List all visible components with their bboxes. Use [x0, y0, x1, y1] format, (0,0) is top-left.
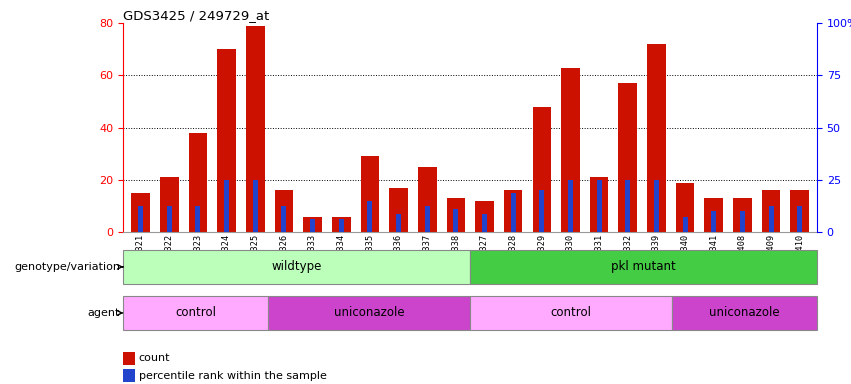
Text: control: control: [551, 306, 591, 319]
Bar: [268, 296, 470, 330]
Bar: [123, 250, 470, 284]
Text: uniconazole: uniconazole: [334, 306, 404, 319]
Bar: [672, 296, 817, 330]
Bar: [303, 217, 322, 232]
Bar: [253, 180, 258, 232]
Bar: [740, 211, 745, 232]
Bar: [561, 68, 580, 232]
Bar: [540, 190, 545, 232]
Bar: [332, 217, 351, 232]
Bar: [533, 107, 551, 232]
Bar: [482, 214, 487, 232]
Bar: [217, 49, 236, 232]
Bar: [138, 206, 143, 232]
Text: genotype/variation: genotype/variation: [14, 262, 123, 272]
Bar: [361, 156, 380, 232]
Bar: [123, 296, 268, 330]
Bar: [123, 352, 134, 365]
Bar: [246, 26, 265, 232]
Bar: [389, 188, 408, 232]
Bar: [470, 250, 817, 284]
Bar: [470, 296, 672, 330]
Bar: [447, 198, 465, 232]
Text: GDS3425 / 249729_at: GDS3425 / 249729_at: [123, 9, 270, 22]
Bar: [418, 167, 437, 232]
Bar: [282, 206, 287, 232]
Bar: [762, 190, 780, 232]
Bar: [310, 219, 315, 232]
Text: pkl mutant: pkl mutant: [611, 260, 676, 273]
Bar: [676, 183, 694, 232]
Bar: [590, 177, 608, 232]
Bar: [475, 201, 494, 232]
Bar: [597, 180, 602, 232]
Bar: [647, 44, 665, 232]
Bar: [705, 198, 723, 232]
Bar: [733, 198, 751, 232]
Bar: [619, 83, 637, 232]
Bar: [123, 369, 134, 382]
Text: uniconazole: uniconazole: [710, 306, 780, 319]
Bar: [189, 133, 208, 232]
Bar: [797, 206, 802, 232]
Bar: [396, 214, 401, 232]
Bar: [504, 190, 523, 232]
Bar: [568, 180, 573, 232]
Bar: [454, 209, 459, 232]
Bar: [625, 180, 631, 232]
Bar: [167, 206, 172, 232]
Bar: [768, 206, 774, 232]
Bar: [224, 180, 229, 232]
Bar: [711, 211, 717, 232]
Text: count: count: [139, 353, 170, 363]
Text: wildtype: wildtype: [271, 260, 322, 273]
Bar: [683, 217, 688, 232]
Bar: [131, 193, 150, 232]
Bar: [196, 206, 201, 232]
Bar: [339, 219, 344, 232]
Bar: [368, 201, 373, 232]
Text: percentile rank within the sample: percentile rank within the sample: [139, 371, 327, 381]
Bar: [654, 180, 659, 232]
Bar: [511, 193, 516, 232]
Bar: [425, 206, 430, 232]
Bar: [275, 190, 294, 232]
Bar: [791, 190, 809, 232]
Text: agent: agent: [88, 308, 123, 318]
Bar: [160, 177, 179, 232]
Text: control: control: [175, 306, 216, 319]
